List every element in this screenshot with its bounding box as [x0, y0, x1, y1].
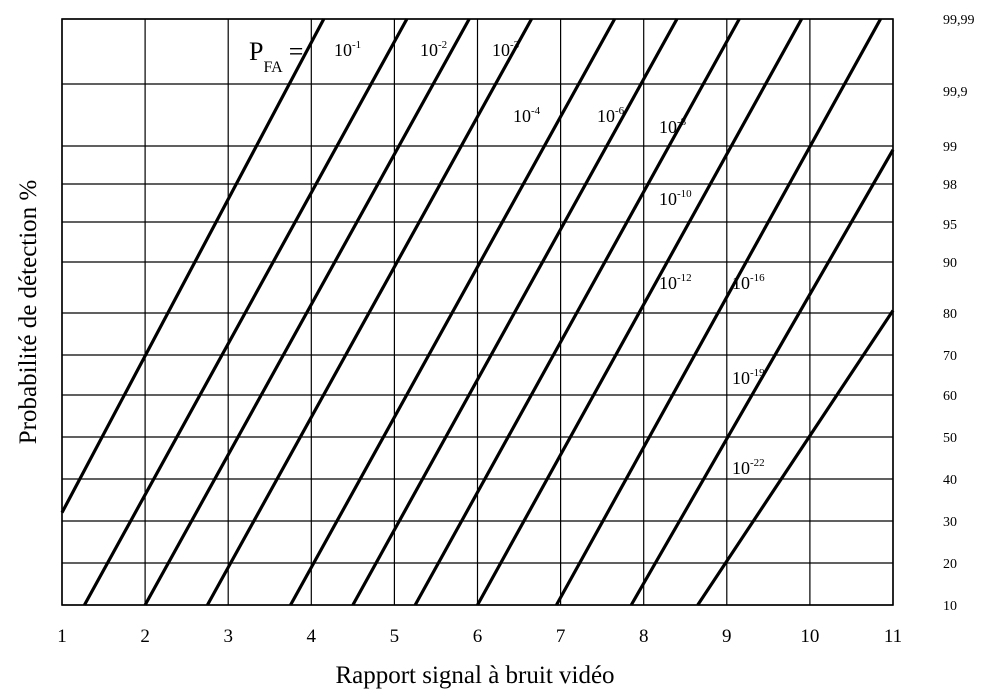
curve-label-exponent: -12 — [677, 272, 692, 284]
pfa-subscript: FA — [263, 59, 283, 76]
y-tick-label: 99,9 — [943, 85, 968, 100]
x-tick-label: 10 — [800, 626, 819, 647]
y-tick-label: 95 — [943, 218, 957, 233]
x-tick-label: 7 — [556, 626, 566, 647]
y-axis-title: Probabilité de détection % — [15, 180, 42, 445]
y-tick-label: 70 — [943, 349, 957, 364]
curve-label-base: 10 — [732, 273, 750, 293]
curve-label-base: 10 — [597, 106, 615, 126]
curve-label-base: 10 — [334, 40, 352, 60]
x-axis-title: Rapport signal à bruit vidéo — [335, 662, 614, 689]
curve-label-base: 10 — [659, 273, 677, 293]
curve-label: 10-3 — [492, 39, 520, 60]
curve-label: 10-2 — [420, 39, 447, 60]
y-tick-label: 90 — [943, 256, 957, 271]
x-tick-label: 9 — [722, 626, 732, 647]
curve-label-exponent: -8 — [677, 116, 687, 128]
curve-label-exponent: -2 — [438, 39, 447, 51]
series-line-m8 — [351, 18, 679, 606]
series-line-m19 — [629, 149, 895, 606]
x-tick-label: 8 — [639, 626, 649, 647]
y-tick-labels: 10 20 30 40 50 60 70 80 90 95 98 99 99,9 99,99 — [943, 13, 975, 614]
curve-label-exponent: -4 — [531, 105, 541, 117]
curve-label-base: 10 — [659, 117, 677, 137]
y-tick-label: 20 — [943, 557, 957, 572]
x-tick-label: 6 — [473, 626, 483, 647]
curve-label: 10-22 — [732, 457, 765, 478]
y-tick-label: 99 — [943, 140, 957, 155]
curve-label-base: 10 — [492, 40, 510, 60]
curve-label: 10-16 — [732, 272, 765, 293]
series-lines — [60, 18, 895, 606]
series-line-m4 — [206, 18, 533, 606]
y-tick-label: 40 — [943, 473, 957, 488]
x-tick-label: 3 — [223, 626, 233, 647]
curve-label: 10-12 — [659, 272, 692, 293]
curve-label-exponent: -22 — [750, 457, 765, 469]
series-line-m10 — [413, 18, 741, 606]
x-tick-label: 2 — [140, 626, 150, 647]
x-tick-label: 4 — [307, 626, 317, 647]
series-line-m12 — [476, 18, 803, 606]
x-tick-label: 11 — [884, 626, 902, 647]
series-line-m22 — [696, 309, 895, 606]
y-tick-label: 80 — [943, 307, 957, 322]
curve-label: 10-4 — [513, 105, 541, 126]
x-tick-label: 5 — [390, 626, 400, 647]
y-tick-label: 99,99 — [943, 13, 975, 28]
y-tick-label: 98 — [943, 178, 957, 193]
curve-label-exponent: -10 — [677, 188, 692, 200]
y-tick-label: 10 — [943, 599, 957, 614]
curve-label-exponent: -16 — [750, 272, 765, 284]
pfa-label: PFA = — [249, 37, 303, 76]
pfa-prefix: P — [249, 37, 263, 66]
curve-label: 10-10 — [659, 188, 692, 209]
curve-label: 10-19 — [732, 367, 765, 388]
x-tick-labels: 1 2 3 4 5 6 7 8 9 10 11 — [57, 626, 902, 647]
series-line-m2 — [83, 18, 409, 606]
curve-label-exponent: -3 — [510, 39, 520, 51]
curve-label-exponent: -19 — [750, 367, 765, 379]
curve-label: 10-8 — [659, 116, 687, 137]
curve-label-exponent: -1 — [352, 39, 361, 51]
curve-label-base: 10 — [732, 458, 750, 478]
curve-label-base: 10 — [420, 40, 438, 60]
curve-label: 10-6 — [597, 105, 625, 126]
grid — [61, 18, 894, 606]
curve-label-exponent: -6 — [615, 105, 625, 117]
pfa-equals: = — [289, 37, 304, 66]
y-tick-label: 50 — [943, 431, 957, 446]
curve-label-base: 10 — [659, 189, 677, 209]
curve-label: 10-1 — [334, 39, 361, 60]
curve-label-base: 10 — [513, 106, 531, 126]
series-line-m1 — [60, 18, 326, 514]
series-line-m6 — [289, 18, 617, 606]
y-tick-label: 60 — [943, 389, 957, 404]
y-tick-label: 30 — [943, 515, 957, 530]
series-line-m3 — [143, 18, 471, 606]
curve-label-base: 10 — [732, 368, 750, 388]
series-line-m16 — [555, 18, 882, 606]
x-tick-label: 1 — [57, 626, 67, 647]
